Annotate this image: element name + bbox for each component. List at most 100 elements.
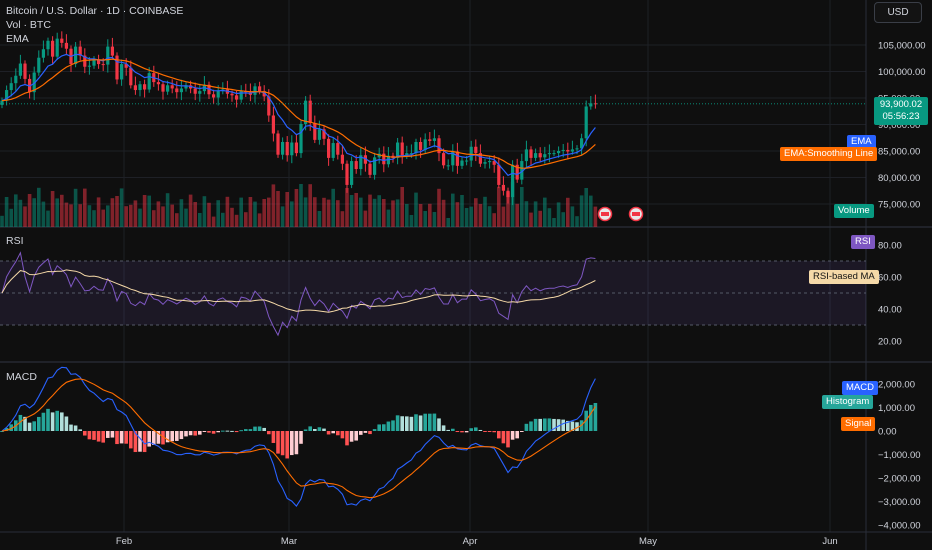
volume-bar: [55, 198, 59, 227]
volume-bar: [64, 202, 69, 227]
histogram-bar: [230, 430, 234, 432]
price-axis: 105,000.00100,000.0095,000.0090,000.0085…: [878, 41, 926, 532]
histogram-bar: [382, 424, 386, 431]
volume-bar: [248, 197, 253, 227]
histogram-bar: [317, 427, 322, 431]
volume-bar: [589, 195, 593, 227]
volume-bar: [575, 216, 579, 227]
volume-bar: [119, 188, 124, 227]
volume-bar: [377, 195, 381, 227]
histogram-bar: [4, 428, 9, 431]
candle-body: [437, 138, 441, 154]
candle-body: [138, 84, 142, 91]
histogram-bar: [253, 426, 257, 431]
volume-bar: [428, 203, 432, 227]
histogram-bar: [497, 431, 501, 439]
volume-bar: [409, 215, 414, 227]
histogram-bar: [464, 431, 469, 433]
volume-bar: [414, 192, 418, 227]
volume-bar: [294, 189, 299, 227]
histogram-bar: [405, 416, 409, 431]
volume-bar: [308, 184, 312, 227]
histogram-bar: [78, 429, 82, 431]
candle-body: [262, 91, 266, 97]
volume-bar: [129, 204, 133, 227]
volume-bar: [147, 195, 151, 227]
histogram-bar: [368, 431, 372, 435]
volume-bar: [115, 196, 119, 227]
histogram-bar: [589, 404, 593, 431]
candle-body: [299, 123, 303, 154]
candle-body: [212, 94, 216, 98]
volume-bar: [221, 212, 225, 227]
volume-bar: [382, 199, 386, 227]
currency-button[interactable]: USD: [874, 2, 922, 23]
histogram-bar: [55, 410, 59, 431]
histogram-bar: [96, 431, 101, 442]
rsi-legend[interactable]: RSI: [6, 235, 24, 247]
candle-body: [313, 122, 317, 140]
candle-body: [46, 40, 50, 50]
volume-bar: [478, 204, 483, 227]
macd-legend[interactable]: MACD: [6, 371, 37, 383]
histogram-bar: [239, 430, 243, 432]
volume-bar: [492, 213, 496, 227]
volume-bar: [152, 210, 156, 227]
candle-body: [497, 164, 501, 185]
volume-bar: [451, 193, 455, 227]
volume-bar: [280, 206, 285, 227]
candle-body: [336, 143, 340, 155]
histogram-bar: [23, 416, 27, 431]
candle-body: [0, 100, 4, 105]
volume-bar: [184, 208, 188, 227]
histogram-bar: [198, 431, 202, 435]
histogram-bar: [543, 418, 547, 431]
volume-bar: [317, 211, 322, 227]
last-price-value: 93,900.02: [879, 99, 923, 110]
histogram-bar: [179, 431, 184, 440]
candle-body: [175, 88, 179, 93]
histogram-bar: [175, 431, 179, 441]
histogram-bar: [538, 418, 542, 431]
candle-body: [78, 46, 82, 56]
volume-bar: [138, 208, 142, 227]
candle-body: [74, 46, 78, 65]
histogram-bar: [211, 431, 216, 434]
candle-body: [465, 160, 469, 162]
volume-legend[interactable]: Vol · BTC: [6, 19, 51, 31]
candle-body: [60, 38, 64, 43]
volume-bar: [506, 192, 510, 227]
volume-bar: [584, 188, 588, 227]
volume-bar: [405, 204, 409, 227]
x-tick-label: Mar: [281, 536, 297, 547]
histogram-bar: [561, 419, 565, 431]
histogram-bar: [570, 421, 575, 431]
x-tick-label: May: [639, 536, 657, 547]
candle-body: [368, 163, 372, 175]
histogram-bar: [221, 430, 225, 432]
volume-bar: [372, 198, 377, 227]
volume-bar: [244, 212, 248, 227]
histogram-bar: [87, 431, 92, 440]
ema-legend[interactable]: EMA: [6, 33, 29, 45]
volume-bar: [9, 208, 13, 227]
volume-bar: [395, 199, 400, 227]
candle-body: [400, 142, 404, 156]
histogram-bar: [299, 431, 303, 444]
candle-body: [511, 164, 515, 198]
volume-bar: [239, 197, 243, 227]
candle-body: [322, 129, 326, 139]
histogram-bar: [400, 416, 404, 431]
candle-body: [483, 162, 487, 164]
candle-body: [129, 67, 133, 86]
histogram-bar: [566, 420, 570, 431]
volume-bar: [198, 213, 202, 227]
event-markers: [597, 206, 644, 222]
volume-tag: Volume: [834, 204, 874, 218]
volume-bar: [14, 194, 18, 227]
candle-body: [534, 153, 538, 158]
histogram-bar: [326, 431, 331, 435]
histogram-tag: Histogram: [822, 395, 874, 409]
histogram-bar: [331, 431, 335, 434]
